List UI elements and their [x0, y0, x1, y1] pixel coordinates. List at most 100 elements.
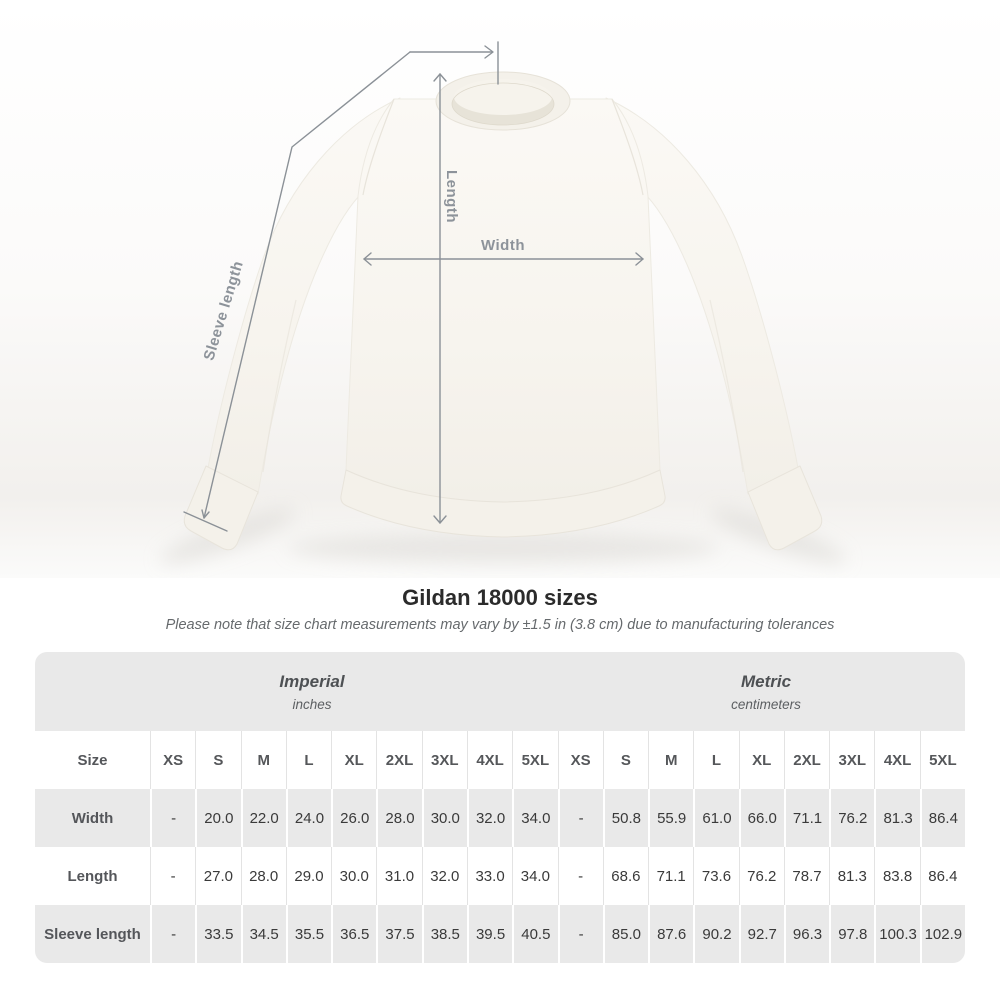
table-cell: 100.3: [874, 905, 919, 964]
imperial-header: Imperial inches: [279, 652, 344, 731]
table-cell: 85.0: [602, 905, 648, 964]
title-block: Gildan 18000 sizes Please note that size…: [0, 585, 1000, 634]
table-cell: 30.0: [331, 847, 376, 906]
metric-label: Metric: [740, 671, 792, 691]
table-row-sleeve-length: Sleeve length -33.5 34.5 35.5 36.5 37.5 38.5 3…: [35, 905, 965, 964]
length-line: [433, 73, 447, 524]
table-cell: 90.2: [693, 905, 738, 964]
table-cell: 55.9: [648, 789, 693, 848]
table-cell: 38.5: [421, 905, 467, 964]
metric-sublabel: centimeters: [731, 696, 801, 712]
table-cell: 78.7: [783, 847, 829, 906]
sweatshirt-diagram: Length Width Sleeve length: [0, 0, 1000, 578]
table-cell: 92.7: [738, 905, 784, 964]
table-cell: 33.0: [466, 847, 512, 906]
table-cell: 32.0: [466, 789, 512, 848]
table-cell: 102.9: [919, 905, 965, 964]
row-label-size: Size: [77, 751, 108, 769]
table-cell: M: [648, 731, 693, 790]
table-row-width: Width -20.0 22.0 24.0 26.0 28.0 30.0 32.0 34.0 …: [35, 789, 965, 848]
hem-band: [340, 469, 666, 538]
collar: [435, 71, 571, 131]
width-line: [363, 252, 644, 266]
table-cell: 66.0: [738, 789, 784, 848]
page-subtitle: Please note that size chart measurements…: [165, 617, 835, 634]
row-label-sleeve-length: Sleeve length: [44, 925, 141, 943]
width-label: Width: [481, 237, 525, 254]
table-cell: 73.6: [693, 847, 738, 906]
table-cell: 76.2: [738, 847, 784, 906]
table-cell: 37.5: [376, 905, 421, 964]
unit-header-band: Imperial inches Metric centimeters: [35, 652, 965, 732]
body-panel: [345, 98, 661, 503]
table-cell: 4XL: [874, 731, 919, 790]
table-cell: 76.2: [829, 789, 874, 848]
table-cell: -: [150, 789, 195, 848]
table-cell: -: [557, 789, 603, 848]
table-row-length: Length -27.0 28.0 29.0 30.0 31.0 32.0 33.0 34.0…: [35, 847, 965, 906]
table-cell: XL: [738, 731, 784, 790]
table-cell: 71.1: [648, 847, 693, 906]
table-cell: 24.0: [285, 789, 331, 848]
length-label: Length: [443, 170, 460, 223]
size-chart-table: Imperial inches Metric centimeters Size …: [35, 652, 965, 964]
table-cell: 3XL: [421, 731, 467, 790]
right-cuff: [747, 465, 823, 551]
table-cell: 68.6: [602, 847, 648, 906]
table-cell: 86.4: [919, 847, 965, 906]
sleeve-length-line: [183, 41, 499, 532]
table-cell: M: [240, 731, 286, 790]
table-cell: 97.8: [829, 905, 874, 964]
garment-shadow: [160, 508, 846, 564]
table-cell: XS: [150, 731, 195, 790]
table-row-size: Size XS S M L XL 2XL 3XL 4XL 5XL XS S M L XL 2XL 3XL 4X…: [35, 731, 965, 790]
table-cell: 40.5: [512, 905, 557, 964]
table-cell: L: [693, 731, 738, 790]
table-cell: XS: [557, 731, 603, 790]
left-cuff: [183, 465, 259, 551]
sweatshirt-illustration: [183, 71, 823, 551]
table-cell: 30.0: [421, 789, 467, 848]
table-cell: 61.0: [693, 789, 738, 848]
table-cell: 4XL: [466, 731, 512, 790]
table-cell: 96.3: [783, 905, 829, 964]
table-cell: 22.0: [240, 789, 286, 848]
row-label-width: Width: [71, 809, 114, 827]
table-cell: 28.0: [240, 847, 286, 906]
metric-header: Metric centimeters: [731, 652, 801, 731]
table-cell: S: [602, 731, 648, 790]
table-cell: 36.5: [331, 905, 376, 964]
measurement-lines: [183, 41, 644, 532]
table-cell: 83.8: [874, 847, 919, 906]
page-title: Gildan 18000 sizes: [402, 585, 598, 610]
table-cell: 34.0: [512, 789, 557, 848]
table-cell: 34.0: [512, 847, 557, 906]
table-cell: 5XL: [919, 731, 965, 790]
table-cell: S: [195, 731, 240, 790]
imperial-sublabel: inches: [292, 696, 332, 712]
table-cell: 26.0: [331, 789, 376, 848]
table-cell: 87.6: [648, 905, 693, 964]
table-cell: -: [557, 905, 603, 964]
table-cell: 2XL: [783, 731, 829, 790]
table-cell: 31.0: [376, 847, 421, 906]
imperial-label: Imperial: [279, 671, 345, 691]
table-cell: 29.0: [285, 847, 331, 906]
table-cell: 39.5: [466, 905, 512, 964]
table-cell: 3XL: [829, 731, 874, 790]
seam-lines: [262, 98, 744, 473]
table-cell: -: [557, 847, 603, 906]
table-cell: -: [150, 847, 195, 906]
table-cell: 34.5: [240, 905, 286, 964]
table-cell: 20.0: [195, 789, 240, 848]
table-cell: 86.4: [919, 789, 965, 848]
table-cell: 28.0: [376, 789, 421, 848]
table-cell: 81.3: [874, 789, 919, 848]
table-cell: 35.5: [285, 905, 331, 964]
table-cell: -: [150, 905, 195, 964]
table-cell: 2XL: [376, 731, 421, 790]
row-label-length: Length: [67, 867, 118, 885]
table-cell: 27.0: [195, 847, 240, 906]
table-cell: 5XL: [512, 731, 557, 790]
table-cell: 71.1: [783, 789, 829, 848]
